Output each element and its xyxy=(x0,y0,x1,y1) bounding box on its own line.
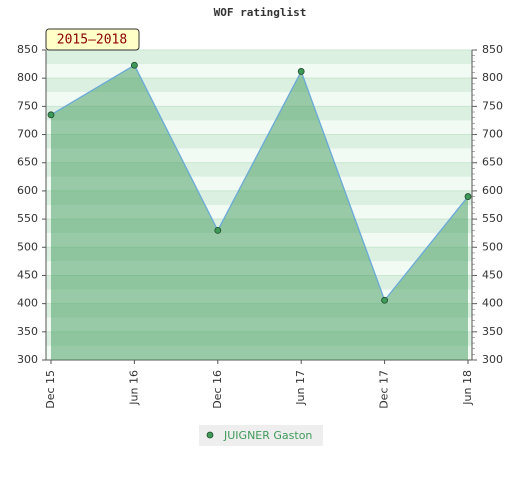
y2-tick-label: 550 xyxy=(482,212,503,225)
y-tick-label: 750 xyxy=(17,99,38,112)
marker xyxy=(381,296,389,304)
legend-marker xyxy=(206,431,214,439)
legend-box xyxy=(199,425,323,446)
line xyxy=(50,64,469,302)
area xyxy=(51,65,468,360)
y2-tick-label: 600 xyxy=(482,184,503,197)
y-tick-label: 650 xyxy=(17,156,38,169)
x-tick-label: Dec 15 xyxy=(44,370,57,409)
x-tick-label: Jun 17 xyxy=(294,370,307,406)
marker xyxy=(130,61,138,69)
y2-tick-label: 400 xyxy=(482,297,503,310)
y-tick-label: 850 xyxy=(17,43,38,56)
y-tick-label: 600 xyxy=(17,184,38,197)
plot-band xyxy=(46,50,472,65)
annotation-box xyxy=(45,28,140,51)
y2-tick-label: 800 xyxy=(482,71,503,84)
y-tick-label: 500 xyxy=(17,240,38,253)
annotation: 2015–2018 xyxy=(57,33,127,48)
marker xyxy=(464,193,472,200)
y2-tick-label: 650 xyxy=(482,156,503,169)
y-tick-label: 550 xyxy=(17,212,38,225)
y2-tick-label: 700 xyxy=(482,128,503,141)
marker xyxy=(297,68,305,75)
x-tick-label: Jun 18 xyxy=(461,370,474,406)
y-tick-label: 350 xyxy=(17,325,38,338)
y2-tick-label: 300 xyxy=(482,353,503,366)
plot-band xyxy=(46,64,472,79)
x-tick-label: Dec 16 xyxy=(211,370,224,409)
y-tick-label: 300 xyxy=(17,353,38,366)
marker xyxy=(47,111,55,119)
legend-label: JUIGNER Gaston xyxy=(223,429,312,442)
y2-tick-label: 850 xyxy=(482,43,503,56)
chart-title: WOF ratinglist xyxy=(214,6,307,19)
x-tick-label: Jun 16 xyxy=(127,370,140,406)
y-tick-label: 700 xyxy=(17,128,38,141)
y-tick-label: 450 xyxy=(17,268,38,281)
y-tick-label: 400 xyxy=(17,297,38,310)
y2-tick-label: 350 xyxy=(482,325,503,338)
y-tick-label: 800 xyxy=(17,71,38,84)
plot-band xyxy=(46,78,472,93)
y2-tick-label: 450 xyxy=(482,268,503,281)
marker xyxy=(214,226,222,234)
x-tick-label: Dec 17 xyxy=(378,370,391,409)
y2-tick-label: 750 xyxy=(482,99,503,112)
y2-tick-label: 500 xyxy=(482,240,503,253)
